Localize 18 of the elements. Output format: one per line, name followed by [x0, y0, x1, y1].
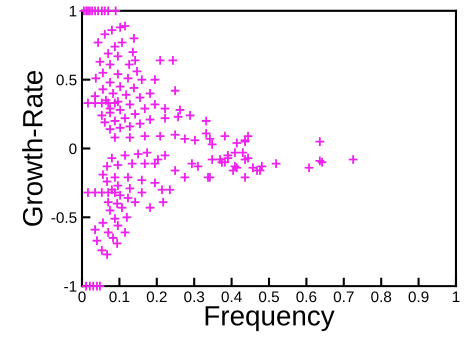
x-tick-label: 0 — [78, 291, 86, 302]
x-tick-label: 0.6 — [296, 291, 316, 302]
x-tick-label: 0.7 — [334, 291, 354, 302]
y-tick-label: 0.5 — [56, 74, 76, 86]
y-axis-title: Growth-Rate — [22, 70, 43, 226]
y-tick-label: 0 — [69, 143, 77, 154]
x-tick-label: 0.3 — [184, 291, 204, 302]
x-tick-label: 1 — [452, 292, 460, 302]
x-tick-label: 0.2 — [146, 291, 167, 302]
y-tick-label: -0.5 — [51, 212, 77, 223]
x-tick-label: 0.4 — [222, 291, 242, 302]
x-tick-label: 0.8 — [371, 291, 392, 302]
y-tick-label: -1 — [64, 281, 76, 292]
x-axis-title: Frequency — [206, 306, 335, 332]
x-tick-label: 0.9 — [408, 291, 428, 302]
x-tick-label: 0.5 — [258, 291, 279, 302]
x-tick-label: 0.1 — [109, 291, 130, 302]
y-tick-label: 1 — [70, 6, 76, 16]
